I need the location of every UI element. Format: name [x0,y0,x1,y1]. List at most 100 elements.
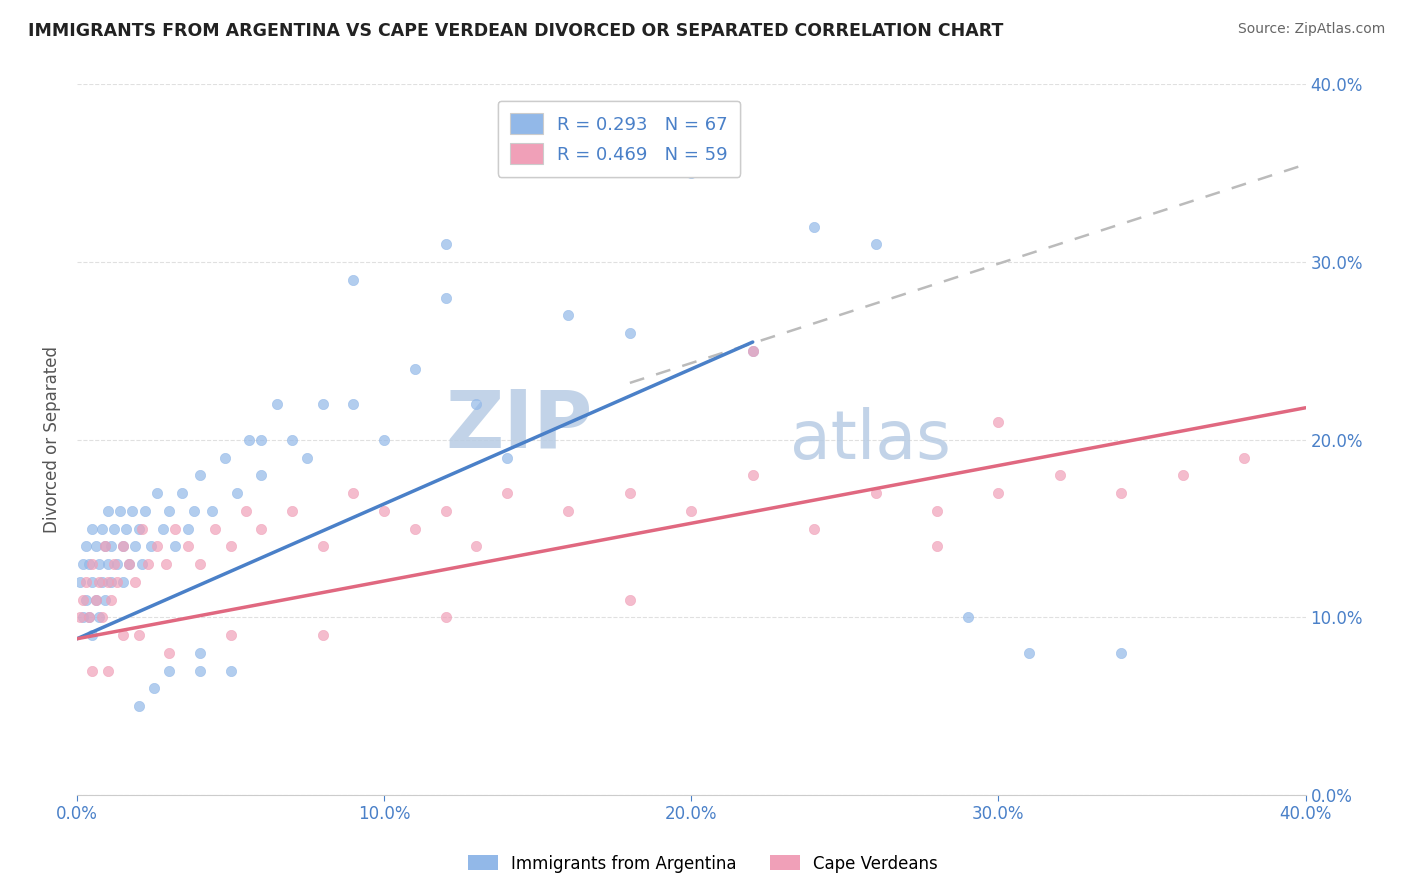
Point [124,539,146,553]
Point [118,557,141,571]
Point [155,557,177,571]
Point [281,433,304,447]
Point [465,397,488,411]
Point [434,610,457,624]
Point [803,522,825,536]
Text: atlas: atlas [790,407,950,473]
Point [84,539,107,553]
Legend: R = 0.293   N = 67, R = 0.469   N = 59: R = 0.293 N = 67, R = 0.469 N = 59 [498,101,741,177]
Point [219,664,242,678]
Point [925,504,948,518]
Point [741,343,763,358]
Point [103,557,125,571]
Point [165,522,187,536]
Point [204,522,226,536]
Point [115,522,138,536]
Point [82,628,104,642]
Point [342,486,364,500]
Point [82,574,104,589]
Point [619,486,641,500]
Point [342,273,364,287]
Point [93,539,115,553]
Point [82,664,104,678]
Point [84,592,107,607]
Point [496,450,519,465]
Point [157,646,180,660]
Point [235,504,257,518]
Point [103,522,125,536]
Point [69,610,91,624]
Point [128,522,150,536]
Point [465,539,488,553]
Point [100,592,122,607]
Point [97,557,120,571]
Point [496,486,519,500]
Point [373,433,395,447]
Point [75,592,97,607]
Point [225,486,247,500]
Point [250,522,273,536]
Point [342,397,364,411]
Point [128,699,150,714]
Point [741,468,763,483]
Point [434,291,457,305]
Point [987,486,1010,500]
Point [803,219,825,234]
Point [134,504,156,518]
Point [404,361,426,376]
Point [1233,450,1256,465]
Point [100,539,122,553]
Point [157,504,180,518]
Point [312,397,335,411]
Point [238,433,260,447]
Point [250,468,273,483]
Point [118,557,141,571]
Point [183,504,205,518]
Point [84,592,107,607]
Point [987,415,1010,429]
Point [681,504,703,518]
Point [105,557,128,571]
Point [112,574,135,589]
Point [865,486,887,500]
Point [219,539,242,553]
Point [157,664,180,678]
Point [72,592,94,607]
Point [266,397,288,411]
Point [865,237,887,252]
Text: IMMIGRANTS FROM ARGENTINA VS CAPE VERDEAN DIVORCED OR SEPARATED CORRELATION CHAR: IMMIGRANTS FROM ARGENTINA VS CAPE VERDEA… [28,22,1004,40]
Point [82,522,104,536]
Point [1171,468,1194,483]
Point [1109,486,1132,500]
Point [214,450,236,465]
Point [297,450,319,465]
Point [1049,468,1071,483]
Point [619,148,641,162]
Point [72,610,94,624]
Point [93,592,115,607]
Point [75,539,97,553]
Point [128,628,150,642]
Point [97,504,120,518]
Point [97,664,120,678]
Point [219,628,242,642]
Point [97,574,120,589]
Point [105,574,128,589]
Point [188,646,211,660]
Point [90,574,112,589]
Point [165,539,187,553]
Point [112,628,135,642]
Point [619,326,641,340]
Point [956,610,979,624]
Point [75,574,97,589]
Text: Source: ZipAtlas.com: Source: ZipAtlas.com [1237,22,1385,37]
Point [72,557,94,571]
Point [142,681,165,696]
Legend: Immigrants from Argentina, Cape Verdeans: Immigrants from Argentina, Cape Verdeans [461,848,945,880]
Point [131,522,153,536]
Point [188,468,211,483]
Point [176,539,198,553]
Point [312,628,335,642]
Point [188,557,211,571]
Point [112,539,135,553]
